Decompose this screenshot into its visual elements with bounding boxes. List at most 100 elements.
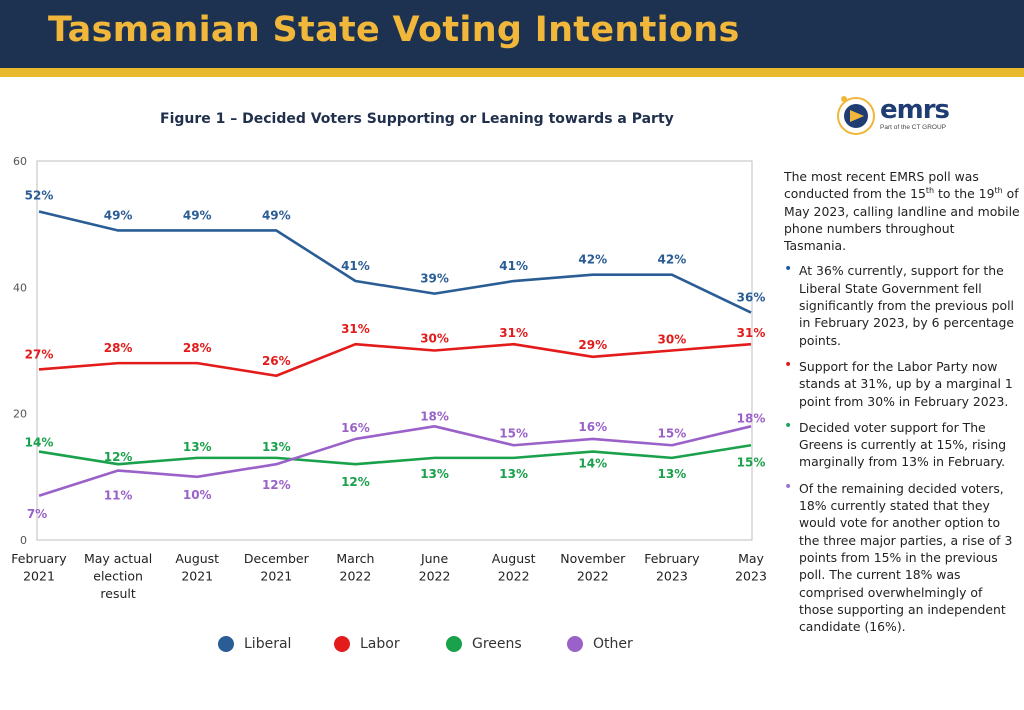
bullet-icon: • [784, 261, 793, 278]
data-label-other: 7% [27, 507, 47, 521]
data-label-labor: 30% [658, 333, 687, 347]
header-accent-bar [0, 68, 1024, 77]
series-line-other [38, 424, 752, 498]
data-label-liberal: 36% [737, 291, 766, 305]
data-label-greens: 14% [25, 436, 54, 450]
data-label-liberal: 39% [420, 272, 449, 286]
header-banner [0, 0, 1024, 68]
x-tick-label-line: 2023 [735, 569, 767, 584]
data-label-liberal: 49% [104, 208, 133, 222]
data-label-labor: 26% [262, 354, 291, 368]
intro-paragraph: The most recent EMRS poll was conducted … [784, 168, 1020, 254]
data-label-other: 15% [499, 426, 528, 440]
x-tick-label-line: August [492, 551, 536, 566]
data-label-other: 12% [262, 478, 291, 492]
legend-swatch-icon [218, 636, 234, 652]
data-label-other: 16% [341, 421, 370, 435]
x-tick-label-line: result [100, 586, 135, 601]
bullet-greens: • Decided voter support for The Greens is… [784, 419, 1020, 471]
data-label-labor: 27% [25, 347, 54, 361]
bullet-text: At 36% currently, support for the Libera… [799, 263, 1014, 348]
x-tick-label: February 2021 [11, 551, 67, 584]
series-line-liberal [38, 210, 752, 314]
x-tick-label: November 2022 [560, 551, 626, 584]
intro-text-1: The most recent EMRS poll was conducted … [784, 169, 979, 202]
x-tick-label-line: February [11, 551, 67, 566]
x-tick-label-line: March [336, 551, 374, 566]
legend-item-liberal: Liberal [218, 636, 291, 652]
legend-label: Greens [472, 636, 522, 652]
data-label-greens: 13% [183, 440, 212, 454]
series-line-labor [38, 342, 752, 378]
plot-frame [36, 160, 753, 541]
x-tick-label-line: 2022 [498, 569, 530, 584]
y-tick-label: 0 [20, 534, 27, 547]
chart-legend: Liberal Labor Greens Other [0, 636, 760, 658]
intro-text-3: of May 2023, calling landline and mobile… [784, 186, 1020, 254]
data-label-other: 16% [578, 420, 607, 434]
legend-label: Other [593, 636, 633, 652]
logo-tagline: Part of the CT GROUP [880, 124, 946, 131]
x-tick-label-line: 2022 [577, 569, 609, 584]
bullet-icon: • [784, 356, 793, 373]
x-tick-label: August 2021 [175, 551, 219, 584]
chart-title: Figure 1 – Decided Voters Supporting or … [160, 111, 674, 127]
intro-text-2: to the 19 [934, 186, 995, 202]
bullet-text: Of the remaining decided voters, 18% cur… [799, 480, 1013, 635]
x-tick-label: February 2023 [644, 551, 700, 584]
data-label-liberal: 52% [25, 189, 54, 203]
data-label-liberal: 42% [658, 253, 687, 267]
data-label-other: 15% [658, 426, 687, 440]
legend-label: Labor [360, 636, 400, 652]
data-label-other: 18% [420, 409, 449, 423]
data-label-liberal: 41% [499, 259, 528, 273]
summary-bullets: • At 36% currently, support for the Liber… [784, 262, 1020, 635]
data-label-greens: 12% [341, 475, 370, 489]
x-tick-label-line: 2022 [419, 569, 451, 584]
data-label-labor: 31% [341, 322, 370, 336]
data-label-labor: 30% [420, 332, 449, 346]
x-tick-label: March 2022 [336, 551, 374, 584]
data-label-greens: 13% [499, 467, 528, 481]
x-tick-label-line: 2023 [656, 569, 688, 584]
x-tick-label-line: 2021 [23, 569, 55, 584]
sidebar-summary: The most recent EMRS poll was conducted … [784, 168, 1020, 644]
data-label-greens: 15% [737, 455, 766, 469]
intro-sup-2: th [994, 186, 1003, 196]
bullet-other: • Of the remaining decided voters, 18% cu… [784, 480, 1020, 636]
x-tick-label-line: 2021 [260, 569, 292, 584]
x-tick-label: December 2021 [244, 551, 310, 584]
data-label-greens: 13% [420, 467, 449, 481]
data-label-labor: 29% [578, 338, 607, 352]
x-tick-label-line: 2022 [340, 569, 372, 584]
data-label-greens: 13% [658, 467, 687, 481]
data-label-other: 10% [183, 488, 212, 502]
legend-swatch-icon [446, 636, 462, 652]
legend-item-other: Other [567, 636, 633, 652]
intro-sup-1: th [925, 186, 935, 196]
x-tick-label-line: 2021 [181, 569, 213, 584]
series-line-greens [38, 443, 752, 466]
x-tick-label-line: May actual [84, 551, 152, 566]
y-tick-label: 40 [13, 281, 27, 294]
bullet-icon: • [784, 478, 793, 495]
data-label-liberal: 49% [262, 208, 291, 222]
legend-label: Liberal [244, 636, 292, 652]
data-label-liberal: 41% [341, 259, 370, 273]
page-title: Tasmanian State Voting Intentions [48, 10, 740, 50]
data-label-liberal: 42% [578, 253, 607, 267]
data-label-greens: 12% [104, 450, 133, 464]
data-label-labor: 31% [737, 326, 766, 340]
legend-swatch-icon [334, 636, 350, 652]
x-tick-label-line: August [175, 551, 219, 566]
x-tick-label: May 2023 [735, 551, 767, 584]
x-tick-label-line: June [420, 551, 449, 566]
legend-item-labor: Labor [334, 636, 400, 652]
logo-wordmark: emrs [880, 95, 950, 125]
x-tick-label-line: February [644, 551, 700, 566]
data-label-other: 11% [104, 489, 133, 503]
bullet-liberal: • At 36% currently, support for the Liber… [784, 262, 1020, 348]
line-chart: 0 20 40 60 February 2021 May actual election res… [11, 155, 767, 601]
x-tick-label: August 2022 [492, 551, 536, 584]
y-tick-label: 20 [13, 408, 27, 421]
